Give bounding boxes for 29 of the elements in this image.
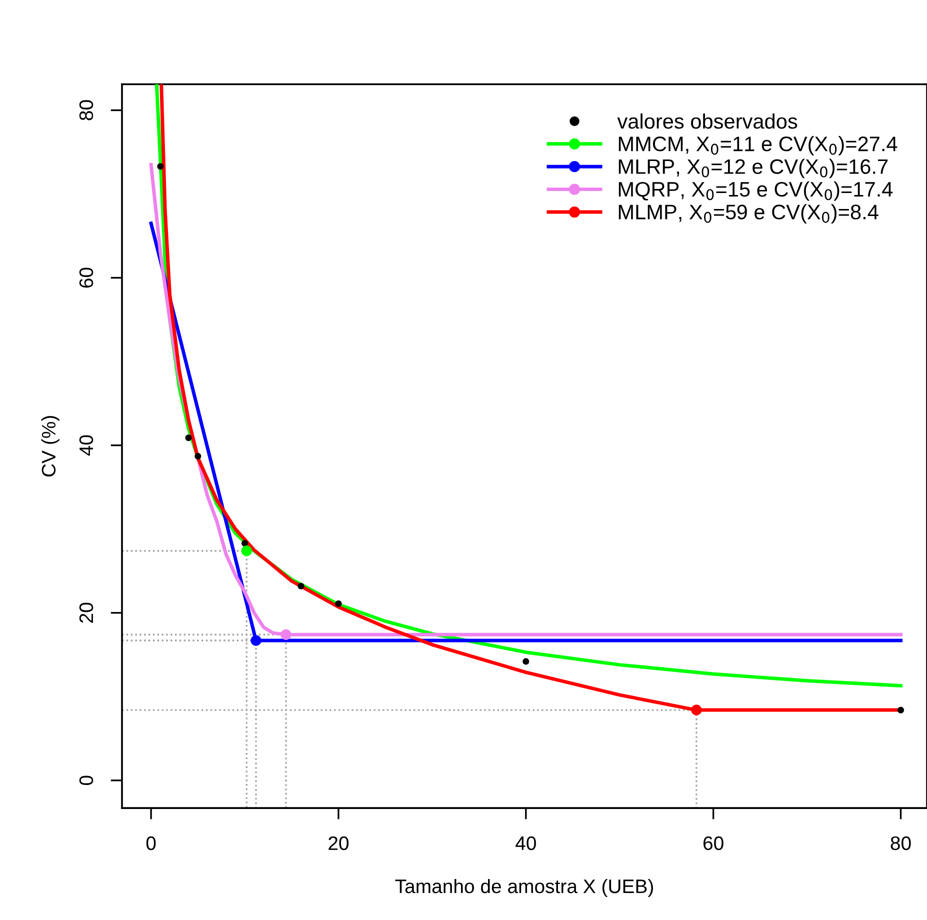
legend-label: valores observados bbox=[617, 113, 798, 129]
point bbox=[298, 582, 304, 590]
y-tick-label: 20 bbox=[79, 602, 94, 623]
y-tick-label: 0 bbox=[79, 776, 94, 786]
point bbox=[194, 452, 202, 460]
point bbox=[250, 635, 262, 646]
legend-label: MLRP, X$_{0}$=12 e CV(X$_{0}$)=16.7 bbox=[618, 158, 888, 178]
point bbox=[241, 546, 252, 556]
point bbox=[185, 434, 192, 442]
point bbox=[280, 629, 292, 640]
x-tick-label: 20 bbox=[328, 836, 349, 850]
y-tick-label: 80 bbox=[79, 100, 94, 120]
point bbox=[522, 658, 530, 665]
x-axis-title: Tamanho de amostra X (UEB) bbox=[395, 878, 653, 898]
legend-label: MQRP, X$_{0}$=15 e CV(X$_{0}$)=17.4 bbox=[618, 181, 893, 201]
x-tick-label: 40 bbox=[516, 836, 536, 850]
y-axis-title: CV (%) bbox=[41, 416, 60, 476]
point bbox=[157, 163, 164, 170]
y-tick-label: 60 bbox=[79, 268, 94, 288]
x-tick-label: 60 bbox=[704, 836, 724, 850]
legend-label: MMCM, X$_{0}$=11 e CV(X$_{0}$)=27.4 bbox=[618, 136, 898, 156]
point bbox=[691, 704, 702, 716]
y-tick-label: 40 bbox=[79, 435, 94, 456]
x-tick-label: 80 bbox=[890, 836, 911, 850]
point bbox=[897, 706, 904, 714]
x-tick-label: 0 bbox=[146, 836, 156, 850]
point bbox=[241, 540, 248, 547]
point bbox=[335, 600, 342, 607]
legend-label: MLMP, X$_{0}$=59 e CV(X$_{0}$)=8.4 bbox=[618, 204, 878, 224]
